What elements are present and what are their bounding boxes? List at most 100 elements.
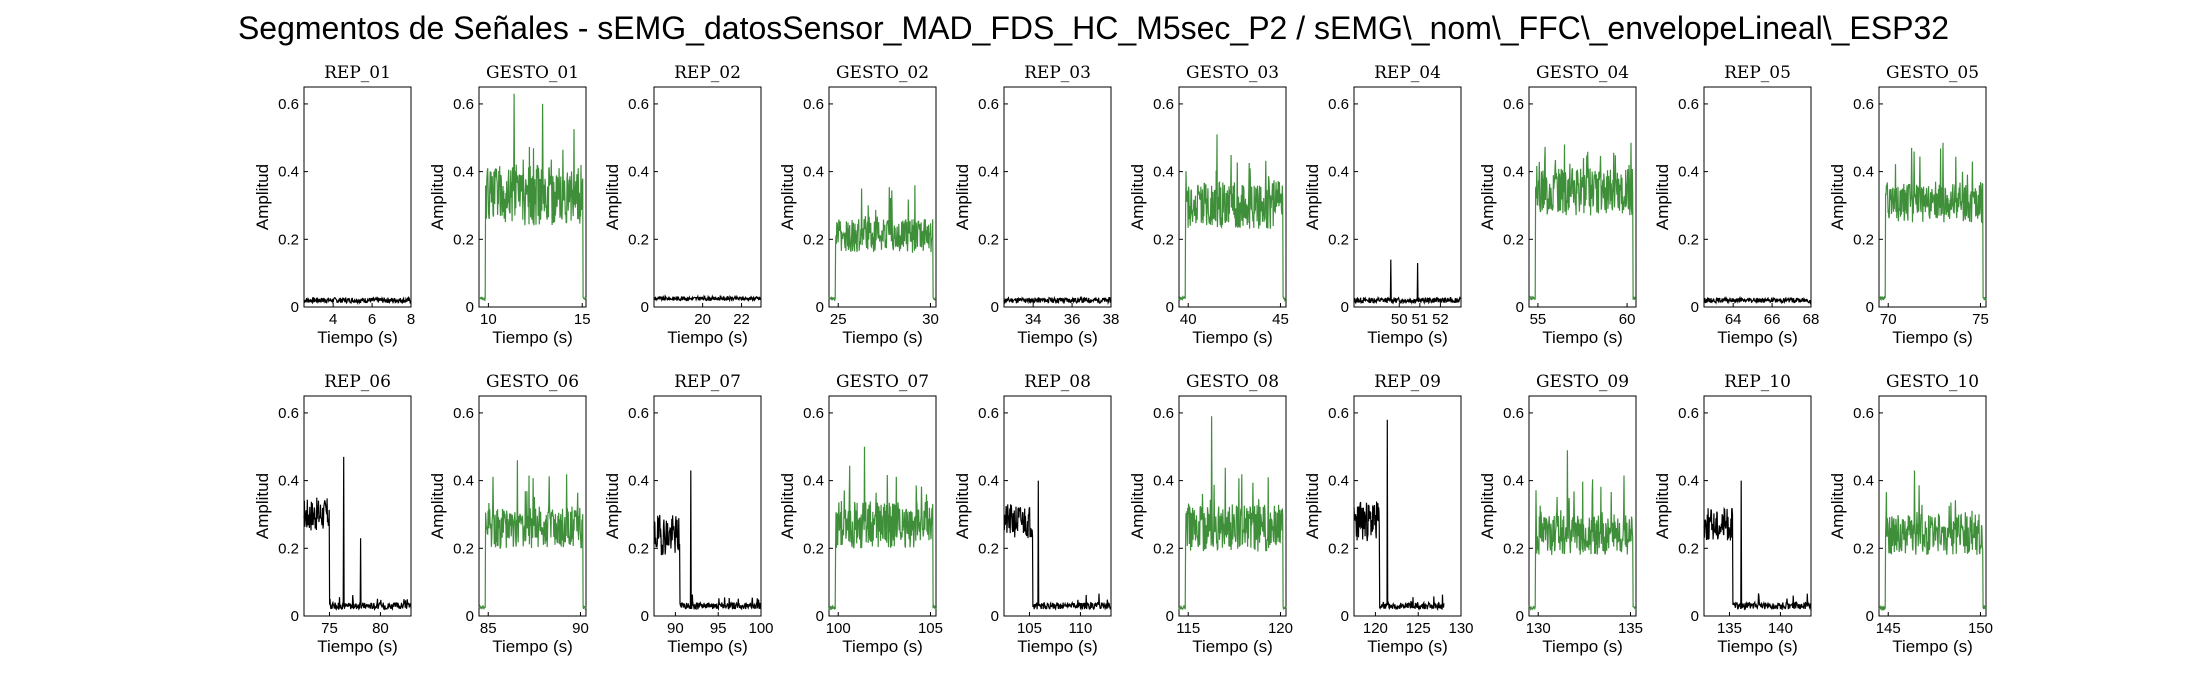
y-tick-label: 0.2 <box>628 231 649 248</box>
y-axis-label: Amplitud <box>1128 164 1147 230</box>
y-tick-label: 0.4 <box>803 473 824 490</box>
y-tick-label: 0.2 <box>628 540 649 557</box>
y-tick-label: 0.4 <box>1503 164 1524 181</box>
y-tick-label: 0.4 <box>278 473 299 490</box>
subplot-rep_01: REP_01 0 0.2 0.4 0.6 4 6 8 Tiempo (s) Amplitud <box>253 63 415 347</box>
x-tick-label: 60 <box>1619 311 1636 328</box>
x-tick-label: 150 <box>1968 620 1993 637</box>
x-axis-label: Tiempo (s) <box>1367 328 1448 347</box>
subplot-title: REP_08 <box>1024 372 1091 392</box>
x-tick-label: 125 <box>1406 620 1431 637</box>
y-tick-label: 0 <box>466 299 474 316</box>
x-tick-label: 45 <box>1272 311 1289 328</box>
y-tick-label: 0.6 <box>978 405 999 422</box>
x-tick-label: 70 <box>1880 311 1897 328</box>
series-line <box>478 460 587 611</box>
series-line <box>303 456 412 611</box>
subplot-title: REP_01 <box>324 63 391 83</box>
y-tick-label: 0.6 <box>1153 405 1174 422</box>
y-tick-label: 0 <box>641 608 649 625</box>
series-line <box>828 446 937 611</box>
y-tick-label: 0.6 <box>803 405 824 422</box>
y-tick-label: 0 <box>1691 299 1699 316</box>
y-tick-label: 0 <box>1866 299 1874 316</box>
axes-box <box>1703 86 1812 308</box>
x-tick-label: 90 <box>572 620 589 637</box>
y-axis-label: Amplitud <box>428 473 447 539</box>
y-tick-label: 0.6 <box>1853 96 1874 113</box>
y-tick-label: 0.4 <box>453 164 474 181</box>
subplot-title: REP_03 <box>1024 63 1091 83</box>
x-tick-label: 8 <box>407 311 415 328</box>
x-tick-label: 145 <box>1876 620 1901 637</box>
x-tick-label: 100 <box>826 620 851 637</box>
x-axis-label: Tiempo (s) <box>1717 328 1798 347</box>
series-line <box>1703 295 1812 305</box>
series-line <box>1178 416 1287 610</box>
x-axis-label: Tiempo (s) <box>492 637 573 656</box>
y-tick-label: 0.2 <box>1503 540 1524 557</box>
subplot-title: GESTO_02 <box>836 63 929 83</box>
y-tick-label: 0.6 <box>628 96 649 113</box>
x-axis-label: Tiempo (s) <box>1717 637 1798 656</box>
y-tick-label: 0.6 <box>1153 96 1174 113</box>
x-axis-label: Tiempo (s) <box>492 328 573 347</box>
x-axis-label: Tiempo (s) <box>1892 637 1973 656</box>
x-tick-label: 105 <box>918 620 943 637</box>
y-tick-label: 0.4 <box>628 473 649 490</box>
x-tick-label: 120 <box>1268 620 1293 637</box>
axes-box <box>1528 86 1637 308</box>
x-tick-label: 135 <box>1717 620 1742 637</box>
x-tick-label: 130 <box>1448 620 1473 637</box>
axes-box <box>1528 395 1637 617</box>
y-tick-label: 0.4 <box>453 473 474 490</box>
x-tick-label: 135 <box>1618 620 1643 637</box>
y-tick-label: 0.2 <box>1153 540 1174 557</box>
x-tick-label: 110 <box>1068 620 1092 637</box>
y-tick-label: 0 <box>466 608 474 625</box>
subplot-title: GESTO_08 <box>1186 372 1279 392</box>
series-line <box>653 470 762 612</box>
x-axis-label: Tiempo (s) <box>1017 328 1098 347</box>
y-tick-label: 0.4 <box>1153 164 1174 181</box>
y-tick-label: 0 <box>291 608 299 625</box>
subplot-title: REP_05 <box>1724 63 1791 83</box>
y-tick-label: 0 <box>1341 299 1349 316</box>
y-tick-label: 0.4 <box>978 164 999 181</box>
y-tick-label: 0 <box>1166 299 1174 316</box>
subplot-title: GESTO_05 <box>1886 63 1979 83</box>
y-tick-label: 0.6 <box>1678 96 1699 113</box>
x-tick-label: 80 <box>372 620 389 637</box>
y-tick-label: 0.6 <box>453 96 474 113</box>
subplot-rep_03: REP_03 0 0.2 0.4 0.6 34 36 38 Tiempo (s) Amplitud <box>953 63 1119 347</box>
series-line <box>1353 419 1445 611</box>
y-tick-label: 0.4 <box>978 473 999 490</box>
y-tick-label: 0 <box>1341 608 1349 625</box>
y-tick-label: 0.2 <box>278 540 299 557</box>
y-tick-label: 0 <box>291 299 299 316</box>
axes-box <box>653 86 762 308</box>
x-axis-label: Tiempo (s) <box>667 328 748 347</box>
series-line <box>828 185 937 302</box>
axes-box <box>1003 395 1112 617</box>
y-axis-label: Amplitud <box>603 164 622 230</box>
axes-box <box>478 395 587 617</box>
x-tick-label: 51 <box>1412 311 1429 328</box>
axes-box <box>303 86 412 308</box>
y-tick-label: 0 <box>816 608 824 625</box>
y-tick-label: 0 <box>1516 608 1524 625</box>
y-tick-label: 0.6 <box>1328 96 1349 113</box>
axes-box <box>1178 395 1287 617</box>
subplot-title: GESTO_04 <box>1536 63 1629 83</box>
x-tick-label: 90 <box>667 620 684 637</box>
y-axis-label: Amplitud <box>1653 473 1672 539</box>
x-tick-label: 140 <box>1768 620 1793 637</box>
